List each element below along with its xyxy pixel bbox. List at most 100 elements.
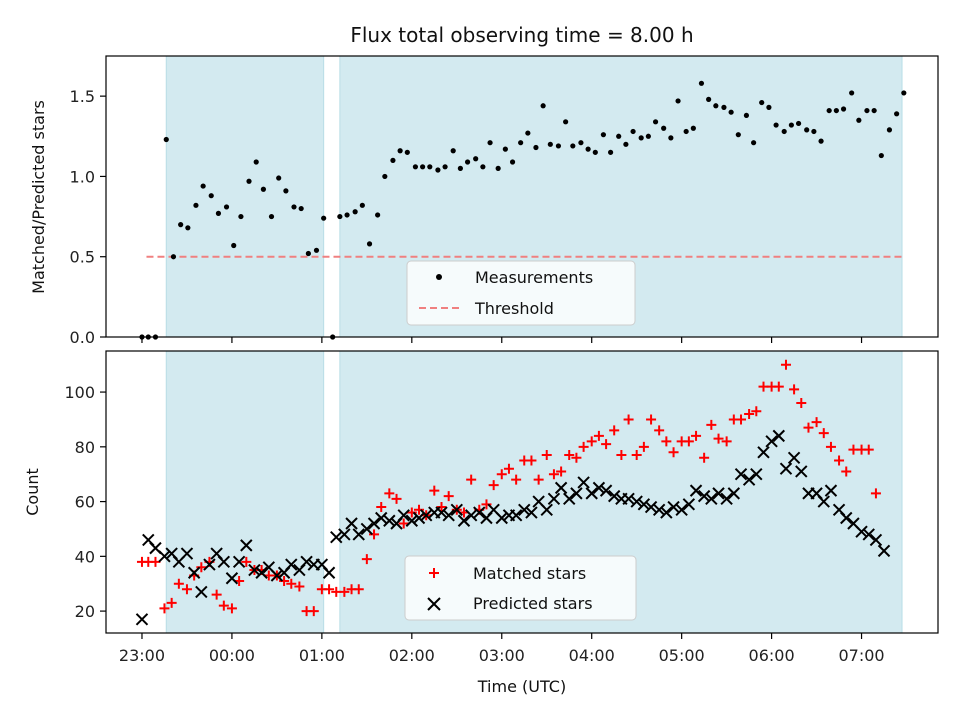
measurements-point	[518, 140, 524, 146]
measurements-point	[878, 152, 884, 159]
measurements-point	[487, 140, 493, 146]
predicted-stars-point	[750, 467, 763, 481]
measurements-point	[585, 146, 591, 152]
predicted-stars-point	[622, 492, 635, 506]
measurements-point	[638, 135, 644, 141]
predicted-stars-point	[667, 500, 680, 514]
measurements-point	[344, 212, 350, 218]
measurements-point	[495, 165, 501, 171]
y-tick-label-bottom: 60	[75, 493, 95, 512]
matched-stars-point	[571, 452, 582, 463]
predicted-stars-point	[450, 503, 463, 517]
predicted-stars-point	[240, 539, 253, 552]
matched-stars-point	[541, 450, 552, 461]
matched-stars-point	[586, 436, 597, 447]
y-tick-label-bottom: 80	[75, 438, 95, 457]
bottom-axes: 20 40 60 80 100 23:00 00:00 01:00 02:00 03:00 04:0…	[64, 350, 939, 665]
legend-predicted-label: Predicted stars	[473, 594, 593, 613]
matched-stars-point	[466, 474, 477, 485]
measurements-point	[901, 90, 907, 96]
matched-stars-point	[825, 441, 836, 452]
matched-stars-point	[173, 578, 184, 589]
measurements-point	[359, 202, 365, 208]
matched-stars-point	[713, 433, 724, 444]
matched-stars-point	[706, 419, 717, 430]
measurements-point	[291, 204, 297, 210]
measurements-point	[223, 204, 230, 210]
predicted-stars-point	[330, 530, 343, 544]
measurements-point	[208, 193, 214, 199]
matched-stars-point	[324, 584, 335, 595]
predicted-stars-point	[869, 533, 883, 547]
matched-stars-point	[623, 414, 634, 425]
measurements-point	[390, 157, 396, 163]
measurements-point	[856, 117, 862, 123]
predicted-stars-point	[547, 492, 561, 506]
predicted-stars-point	[840, 511, 853, 525]
x-tick-label: 07:00	[838, 646, 884, 665]
predicted-stars-point	[779, 462, 793, 475]
matched-stars-point	[638, 441, 649, 452]
predicted-stars-point	[412, 511, 426, 525]
predicted-stars-point	[195, 585, 208, 599]
measurements-point	[661, 125, 667, 131]
measurements-point	[382, 173, 388, 180]
bottom-legend-box	[404, 555, 637, 621]
x-tick-label: 00:00	[209, 646, 255, 665]
measurements-point	[337, 213, 343, 220]
measurements-point	[690, 125, 696, 131]
predicted-stars-point	[577, 476, 590, 489]
bottom-y-axis-label: Count	[23, 468, 42, 516]
matched-stars-point	[863, 444, 874, 455]
matched-stars-point	[496, 469, 507, 480]
y-tick-label-top: 0.5	[70, 248, 95, 267]
matched-stars-point	[218, 600, 229, 611]
measurements-point	[751, 140, 757, 146]
measurements-point	[397, 148, 403, 154]
predicted-stars-point	[570, 487, 583, 500]
matched-stars-point	[443, 491, 454, 502]
predicted-stars-point	[464, 509, 478, 522]
predicted-stars-point	[135, 613, 149, 626]
matched-stars-point	[391, 493, 402, 504]
measurements-point	[788, 122, 794, 128]
predicted-stars-point	[217, 555, 231, 569]
measurements-point	[260, 186, 267, 192]
measurements-point	[352, 209, 358, 215]
matched-stars-point	[780, 359, 791, 370]
measurements-point	[840, 106, 847, 112]
bottom-star-counts	[135, 359, 891, 626]
predicted-stars-point	[248, 563, 261, 577]
predicted-stars-point	[180, 547, 194, 560]
measurements-point	[457, 165, 463, 171]
measurements-point	[473, 156, 479, 162]
measurements-point	[713, 103, 719, 109]
predicted-stars-point	[862, 528, 875, 541]
matched-stars-point	[683, 436, 694, 447]
matched-stars-point	[181, 584, 192, 595]
top-panel: 0.0 0.5 1.0 1.5 Matched/Predicted stars Mea…	[29, 55, 939, 347]
matched-stars-point	[241, 556, 252, 567]
measurements-point	[706, 96, 712, 102]
measurements-point	[540, 103, 546, 109]
measurements-point	[773, 122, 779, 128]
measurements-point	[375, 212, 381, 218]
predicted-stars-point	[270, 569, 284, 582]
predicted-stars-point	[855, 525, 868, 538]
predicted-stars-point	[525, 506, 538, 519]
matched-stars-point	[308, 606, 319, 617]
matched-stars-point	[661, 436, 672, 447]
matched-stars-point	[414, 504, 425, 515]
x-tick-label: 06:00	[749, 646, 795, 665]
matched-stars-point	[353, 584, 364, 595]
predicted-stars-point	[300, 555, 313, 569]
predicted-stars-point	[457, 514, 471, 527]
predicted-stars-point	[682, 498, 696, 511]
matched-stars-point	[361, 554, 372, 565]
matched-stars-point	[503, 463, 514, 474]
x-tick-label: 05:00	[659, 646, 705, 665]
measurements-point	[675, 98, 681, 104]
measurements-point	[276, 175, 282, 181]
predicted-stars-point	[352, 528, 365, 541]
measurements-point	[246, 178, 252, 184]
